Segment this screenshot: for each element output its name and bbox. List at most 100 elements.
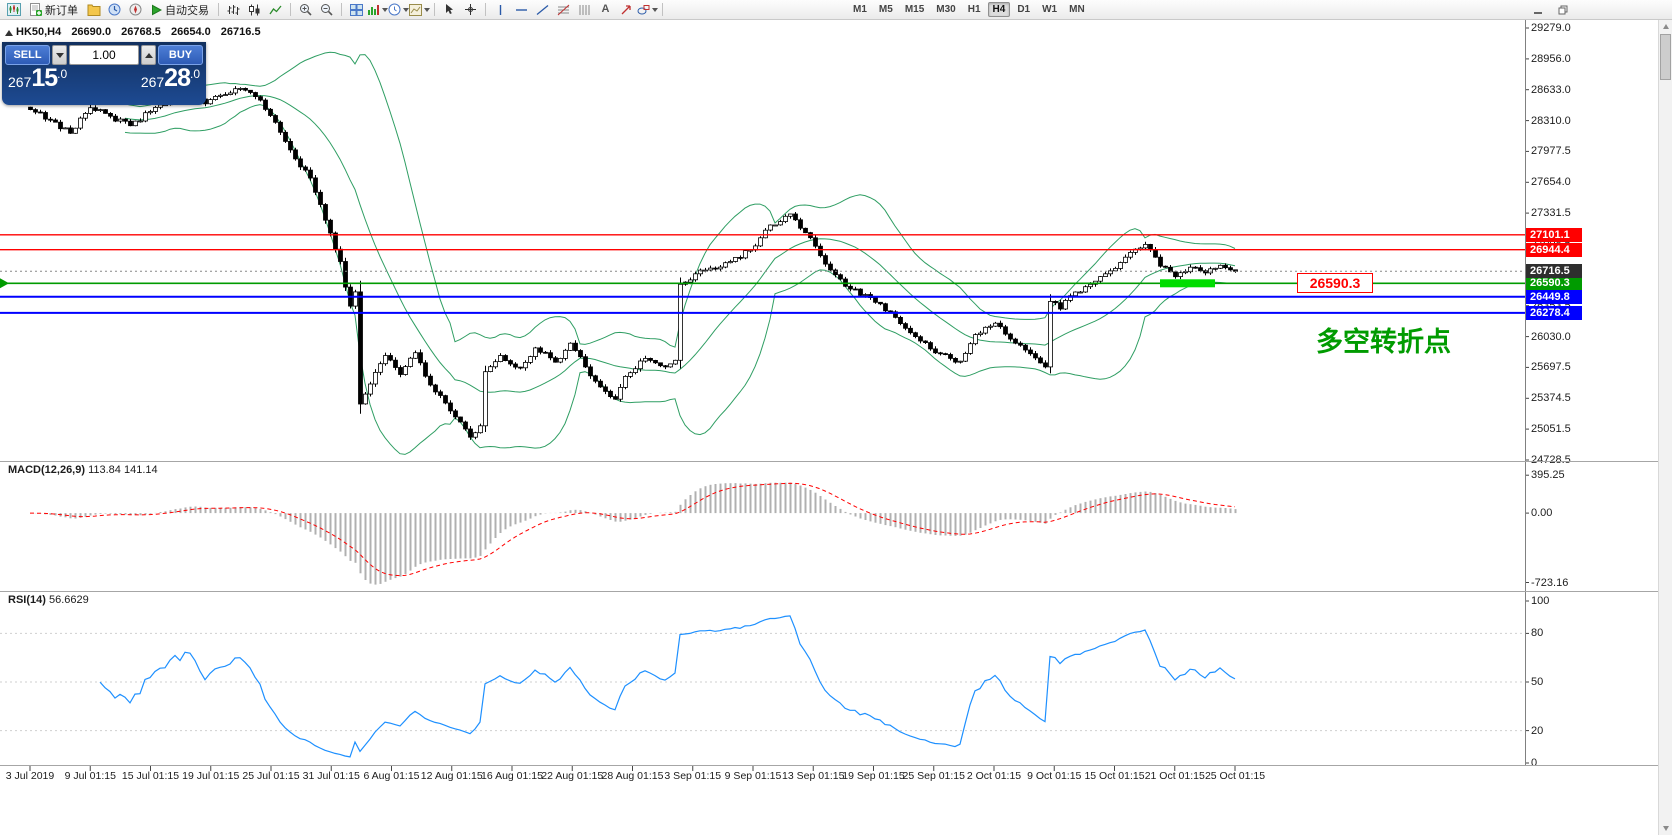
arrow-tool-button[interactable] [616,1,637,18]
price-level-tag: 26278.4 [1526,305,1582,320]
time-axis-label: 15 Oct 01:15 [1084,770,1145,782]
indicators-button[interactable] [367,1,388,18]
macd-panel-separator[interactable] [0,461,1658,462]
down-arrow-icon [55,52,64,58]
new-order-button[interactable]: 新订单 [24,1,83,18]
scrollbar-up-button[interactable] [1659,20,1672,33]
toolbar-separator [341,3,342,16]
volume-input[interactable] [69,45,139,65]
time-axis-label: 3 Jul 2019 [5,770,55,782]
price-level-tag: 26449.8 [1526,289,1582,304]
rsi-indicator-label: RSI(14) 56.6629 [8,594,89,606]
candlestick-icon [249,4,260,15]
one-click-toggle-icon[interactable] [5,30,13,36]
ohlc-low: 26654.0 [170,26,211,38]
templates-icon [409,3,422,16]
annotation-text[interactable]: 多空转折点 [1316,327,1451,357]
macd-axis-tick: -723.16 [1531,576,1569,589]
timeframe-h4-button[interactable]: H4 [987,2,1011,17]
dropdown-caret-icon [403,7,409,12]
price-axis-tick: 26030.0 [1531,330,1571,343]
bar-chart-mode-button[interactable] [223,1,244,18]
tile-windows-button[interactable] [346,1,367,18]
price-axis-tick: 24728.5 [1531,454,1571,466]
autotrading-button[interactable]: 自动交易 [146,1,214,18]
line-chart-mode-button[interactable] [265,1,286,18]
price-callout-label[interactable]: 26590.3 [1297,273,1373,293]
horizontal-line-tool-button[interactable] [511,1,532,18]
rsi-name: RSI(14) [8,594,46,606]
timeframe-m15-button[interactable]: M15 [904,4,925,15]
timeframe-mn-button[interactable]: MN [1069,4,1085,15]
buy-button[interactable]: BUY [158,45,203,65]
chart-window-icon [6,3,21,16]
rsi-panel-separator[interactable] [0,591,1658,592]
navigator-button[interactable] [125,1,146,18]
text-tool-button[interactable]: A [595,1,616,18]
zoom-out-button[interactable] [316,1,337,18]
macd-values: 113.84 141.14 [88,464,158,476]
buy-price-display[interactable]: 267 28.0 [141,66,200,91]
time-axis-label: 13 Sep 01:15 [782,770,845,782]
timeframe-m1-button[interactable]: M1 [853,4,867,15]
volume-increase-button[interactable] [141,45,156,65]
timeframe-m30-button[interactable]: M30 [936,4,956,15]
dropdown-caret-icon [652,7,658,12]
time-axis-label: 15 Jul 01:15 [121,770,180,782]
price-level-tag: 26590.3 [1526,276,1582,291]
time-axis-label: 3 Sep 01:15 [664,770,722,782]
shapes-icon [637,4,650,14]
text-tool-icon: A [601,3,610,15]
dropdown-caret-icon [382,7,388,12]
window-minimize-button[interactable] [1527,1,1548,18]
rsi-axis-tick: 50 [1531,676,1544,688]
crosshair-tool-button[interactable] [460,1,481,18]
templates-button[interactable] [409,1,430,18]
vertical-line-tool-button[interactable] [490,1,511,18]
sell-price-frac: .0 [57,67,68,81]
toolbar-right-group [1527,1,1573,18]
time-axis[interactable]: 3 Jul 2019 9 Jul 01:15 15 Jul 01:15 19 Jul … [0,769,1525,785]
bar-chart-icon [227,4,240,15]
rsi-axis-tick: 100 [1531,595,1550,607]
trendline-tool-button[interactable] [532,1,553,18]
sell-button[interactable]: SELL [5,45,50,65]
shapes-tool-button[interactable] [637,1,658,18]
crosshair-icon [465,4,476,15]
chart-window-button[interactable] [3,1,24,18]
periods-button[interactable] [388,1,409,18]
scrollbar-thumb[interactable] [1660,34,1671,80]
dropdown-caret-icon [424,7,430,12]
scrollbar-down-button[interactable] [1659,822,1672,835]
autotrading-label: 自动交易 [165,4,209,17]
candlestick-mode-button[interactable] [244,1,265,18]
price-axis-tick: 29279.0 [1531,22,1571,34]
timeframe-m5-button[interactable]: M5 [878,4,893,15]
navigator-compass-icon [129,3,142,16]
periods-clock-icon [388,3,401,16]
time-axis-label: 2 Oct 01:15 [966,770,1022,782]
timeframe-d1-button[interactable]: D1 [1017,4,1031,15]
price-axis-tick: 27331.5 [1531,207,1571,220]
cycle-lines-tool-button[interactable] [574,1,595,18]
market-watch-button[interactable] [104,1,125,18]
new-order-label: 新订单 [45,4,78,17]
sell-price-prefix: 267 [8,74,32,90]
zoom-in-button[interactable] [295,1,316,18]
sell-price-display[interactable]: 267 15.0 [8,66,67,91]
timeframe-h1-button[interactable]: H1 [967,4,981,15]
fibonacci-tool-button[interactable] [553,1,574,18]
charts-profile-button[interactable] [83,1,104,18]
buy-price-frac: .0 [189,67,200,81]
volume-decrease-button[interactable] [52,45,67,65]
time-axis-label: 25 Oct 01:15 [1204,770,1266,782]
window-restore-button[interactable] [1552,1,1573,18]
time-axis-label: 6 Aug 01:15 [363,770,420,782]
timeframe-w1-button[interactable]: W1 [1042,4,1058,15]
vertical-scrollbar[interactable] [1658,20,1672,835]
zoom-out-icon [321,4,333,16]
cursor-tool-button[interactable] [439,1,460,18]
macd-axis-tick: 395.25 [1531,469,1565,482]
